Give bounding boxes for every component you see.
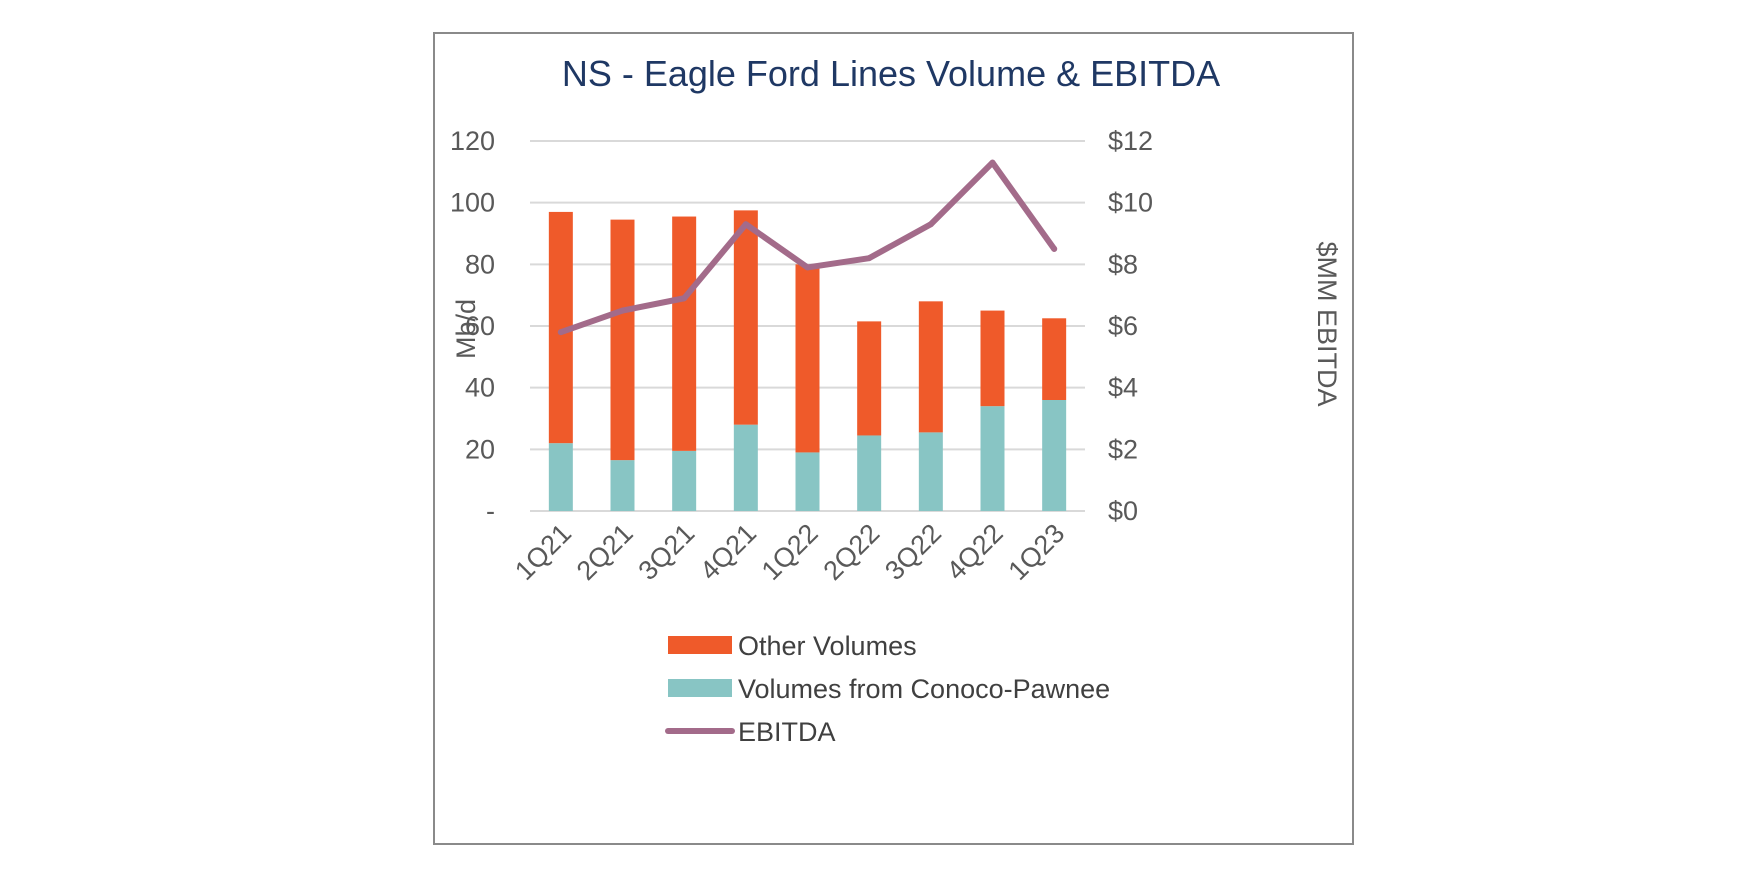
x-tick-label: 2Q21 (571, 518, 639, 586)
x-tick-label: 4Q22 (941, 518, 1009, 586)
chart-frame: NS - Eagle Ford Lines Volume & EBITDA - 2… (433, 32, 1354, 845)
legend-label: Volumes from Conoco-Pawnee (738, 674, 1110, 704)
legend-label: EBITDA (738, 717, 836, 747)
bar-other-volumes (1042, 318, 1067, 400)
bars (548, 210, 1067, 511)
bar-volumes-from-conoco-pawnee (733, 424, 758, 511)
legend: Other Volumes Volumes from Conoco-Pawnee E… (665, 631, 1110, 747)
bar-other-volumes (610, 219, 635, 461)
y-tick-right-label: $2 (1108, 434, 1138, 464)
legend-swatch (668, 679, 732, 697)
y-tick-left-label: - (486, 496, 495, 526)
y-tick-left-label: 40 (465, 373, 495, 403)
y-tick-right-label: $8 (1108, 249, 1138, 279)
bar-volumes-from-conoco-pawnee (918, 432, 943, 511)
ebitda-point (927, 221, 934, 228)
ebitda-point (866, 255, 873, 262)
bar-volumes-from-conoco-pawnee (1042, 400, 1067, 511)
legend-swatch (668, 636, 732, 654)
ebitda-point (557, 329, 564, 336)
bar-other-volumes (795, 264, 820, 453)
bar-other-volumes (857, 321, 882, 436)
bar-other-volumes (672, 216, 697, 451)
y-axis-left-ticks: - 20 40 60 80 100 120 (450, 126, 495, 526)
x-tick-label: 1Q21 (509, 518, 577, 586)
y-axis-right-label: $MM EBITDA (1312, 241, 1342, 406)
y-tick-left-label: 120 (450, 126, 495, 156)
y-tick-left-label: 20 (465, 434, 495, 464)
bar-other-volumes (980, 310, 1005, 407)
y-tick-left-label: 60 (465, 311, 495, 341)
y-tick-right-label: $4 (1108, 373, 1138, 403)
x-tick-label: 4Q21 (694, 518, 762, 586)
x-tick-label: 1Q23 (1002, 518, 1070, 586)
bar-volumes-from-conoco-pawnee (795, 452, 820, 511)
chart-title: NS - Eagle Ford Lines Volume & EBITDA (562, 53, 1220, 94)
bar-other-volumes (918, 301, 943, 433)
bar-volumes-from-conoco-pawnee (857, 435, 882, 511)
ebitda-point (804, 264, 811, 271)
x-tick-label: 1Q22 (756, 518, 824, 586)
y-axis-left-label: Mb/d (451, 299, 481, 359)
x-tick-label: 2Q22 (817, 518, 885, 586)
ebitda-point (989, 159, 996, 166)
y-tick-right-label: $6 (1108, 311, 1138, 341)
ebitda-point (1051, 245, 1058, 252)
y-axis-right-ticks: $0 $2 $4 $6 $8 $10 $12 (1108, 126, 1153, 526)
ebitda-point (619, 307, 626, 314)
x-tick-label: 3Q22 (879, 518, 947, 586)
y-tick-left-label: 80 (465, 249, 495, 279)
chart: NS - Eagle Ford Lines Volume & EBITDA - 2… (450, 53, 1342, 747)
bar-volumes-from-conoco-pawnee (672, 450, 697, 511)
bar-volumes-from-conoco-pawnee (548, 443, 573, 511)
ebitda-point (681, 295, 688, 302)
bar-volumes-from-conoco-pawnee (610, 460, 635, 511)
legend-label: Other Volumes (738, 631, 917, 661)
x-tick-label: 3Q21 (632, 518, 700, 586)
y-tick-right-label: $12 (1108, 126, 1153, 156)
bar-volumes-from-conoco-pawnee (980, 406, 1005, 511)
ebitda-line-series (557, 159, 1058, 336)
y-tick-left-label: 100 (450, 188, 495, 218)
y-tick-right-label: $0 (1108, 496, 1138, 526)
ebitda-point (742, 221, 749, 228)
y-tick-right-label: $10 (1108, 188, 1153, 218)
bar-other-volumes (733, 210, 758, 425)
